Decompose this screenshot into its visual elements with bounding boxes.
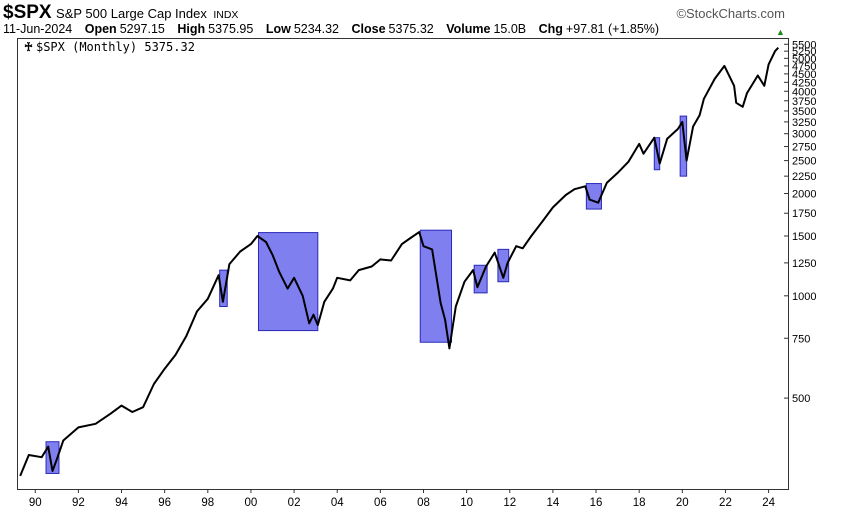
quote-date: 11-Jun-2024 xyxy=(3,22,73,36)
y-tick-label-5: 1750 xyxy=(792,208,816,220)
y-tick-label-4: 1500 xyxy=(792,231,816,243)
highlight-box-1 xyxy=(219,269,228,308)
x-tick-label-11: 12 xyxy=(503,497,516,509)
volume-label: Volume xyxy=(446,22,491,36)
x-tick-label-5: 00 xyxy=(245,497,258,509)
x-tick-label-7: 04 xyxy=(331,497,344,509)
close-value: 5375.32 xyxy=(388,22,434,36)
y-tick-label-9: 2750 xyxy=(792,142,816,154)
y-tick-label-3: 1250 xyxy=(792,258,816,270)
y-tick-label-7: 2250 xyxy=(792,171,816,183)
legend-label: $SPX (Monthly) 5375.32 xyxy=(35,40,195,54)
y-tick-label-15: 4250 xyxy=(792,77,816,89)
price-line-series xyxy=(19,47,780,477)
low-value: 5234.32 xyxy=(293,22,340,36)
high-value: 5375.95 xyxy=(208,22,254,36)
low-label: Low xyxy=(265,22,291,36)
highlight-box-8 xyxy=(679,115,688,177)
x-tick-label-3: 96 xyxy=(158,497,171,509)
close-label: Close xyxy=(351,22,386,36)
y-tick-label-8: 2500 xyxy=(792,156,816,168)
y-tick-label-12: 3500 xyxy=(792,106,816,118)
x-tick-label-1: 92 xyxy=(72,497,85,509)
open-label: Open xyxy=(84,22,117,36)
brand-link[interactable]: ©StockCharts.com xyxy=(676,6,785,21)
y-tick-label-14: 4000 xyxy=(792,86,816,98)
x-tick-label-8: 06 xyxy=(374,497,387,509)
x-tick-label-0: 90 xyxy=(29,497,42,509)
highlight-box-2 xyxy=(257,232,319,332)
x-tick-label-15: 20 xyxy=(676,497,689,509)
y-tick-label-16: 4500 xyxy=(792,69,816,81)
volume-value: 15.0B xyxy=(493,22,527,36)
y-tick-label-10: 3000 xyxy=(792,129,816,141)
x-tick-label-16: 22 xyxy=(719,497,732,509)
quote-bar: 11-Jun-2024 Open 5297.15 High 5375.95 Low 5… xyxy=(3,22,845,38)
y-tick-label-2: 1000 xyxy=(792,291,816,303)
chg-label: Chg xyxy=(538,22,563,36)
x-tick-label-4: 98 xyxy=(201,497,214,509)
chart-frame xyxy=(17,38,789,490)
y-tick-label-1: 750 xyxy=(792,333,810,345)
x-tick-label-2: 94 xyxy=(115,497,128,509)
y-tick-label-18: 5000 xyxy=(792,53,816,65)
index-name: S&P 500 Large Cap Index xyxy=(56,6,207,21)
up-arrow-icon: ▲ xyxy=(776,27,785,37)
y-tick-label-0: 500 xyxy=(792,393,810,405)
x-tick-label-17: 24 xyxy=(762,497,775,509)
legend-icon: ♰ xyxy=(24,40,33,54)
y-tick-label-11: 3250 xyxy=(792,117,816,129)
x-tick-label-10: 10 xyxy=(460,497,473,509)
exchange-label: INDX xyxy=(213,9,239,21)
chg-value: +97.81 (+1.85%) xyxy=(565,22,660,36)
y-tick-label-17: 4750 xyxy=(792,61,816,73)
chart-legend: ♰ $SPX (Monthly) 5375.32 xyxy=(24,40,195,54)
highlight-box-5 xyxy=(497,248,510,283)
x-tick-label-12: 14 xyxy=(547,497,560,509)
y-tick-label-19: 5250 xyxy=(792,46,816,58)
y-tick-label-13: 3750 xyxy=(792,96,816,108)
x-tick-label-9: 08 xyxy=(417,497,430,509)
x-tick-label-6: 02 xyxy=(288,497,301,509)
x-tick-label-13: 16 xyxy=(590,497,603,509)
ticker-symbol: $SPX xyxy=(3,2,52,23)
y-tick-label-6: 2000 xyxy=(792,189,816,201)
y-tick-label-20: 5500 xyxy=(792,39,816,51)
chart-header: $SPX S&P 500 Large Cap Index INDX ©Stock… xyxy=(3,2,845,23)
x-tick-label-14: 18 xyxy=(633,497,646,509)
open-value: 5297.15 xyxy=(119,22,165,36)
high-label: High xyxy=(177,22,206,36)
